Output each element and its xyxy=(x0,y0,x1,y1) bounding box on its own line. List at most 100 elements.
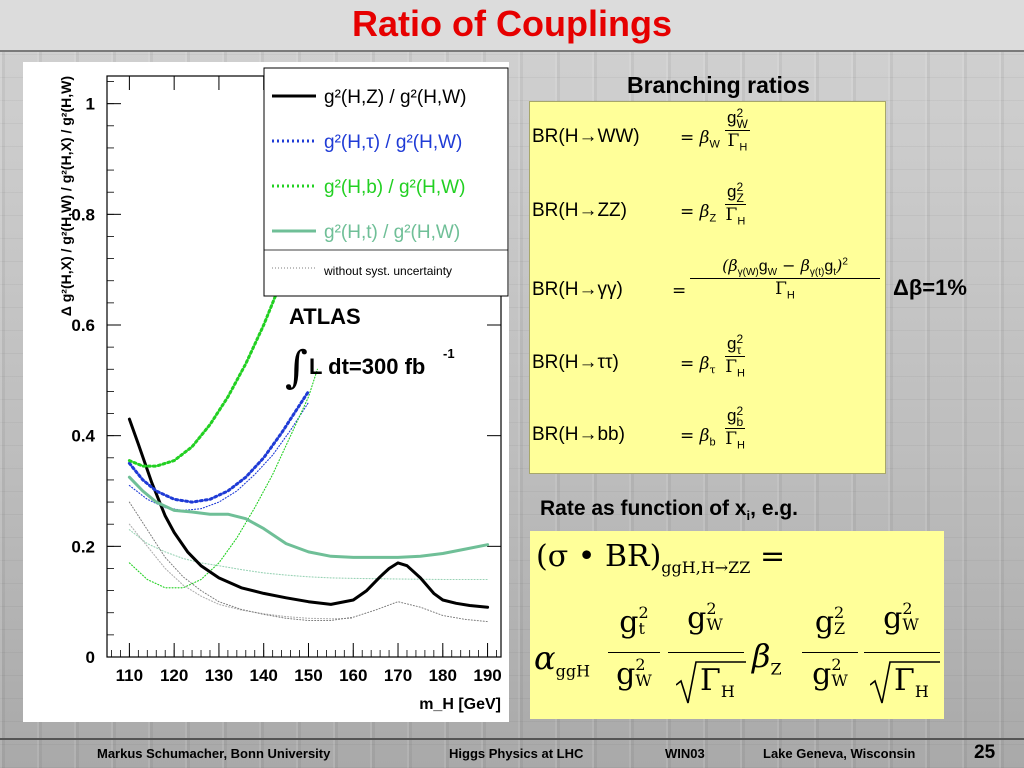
br-den-sub: H xyxy=(739,141,748,154)
rate-frac1-den: g2 W xyxy=(606,655,662,693)
br-num-g: g xyxy=(727,406,737,425)
rate-frac4-den: ΓH xyxy=(894,663,929,701)
legend-label: g²(H,b) / g²(H,W) xyxy=(324,177,465,198)
footer-event: WIN03 xyxy=(665,746,705,761)
x-tick-label: 140 xyxy=(250,666,278,685)
rate-frac4-bar xyxy=(864,652,940,653)
legend-box xyxy=(263,67,509,297)
x-tick-label: 160 xyxy=(339,666,367,685)
footer-topic: Higgs Physics at LHC xyxy=(449,746,584,761)
rate-frac1-num: g2 t xyxy=(606,603,662,641)
rate-frac2-den: ΓH xyxy=(700,663,735,701)
br-denominator: ΓH xyxy=(690,279,880,301)
x-tick-label: 110 xyxy=(116,666,143,685)
br-beta-sub: W xyxy=(709,138,720,151)
rate-frac3-bar xyxy=(802,652,858,653)
rate-sq: 2 xyxy=(831,655,842,674)
lumi-label: L dt=300 fb xyxy=(309,354,425,379)
rate-sub-t: t xyxy=(638,619,645,638)
br-num-g2-sub: t xyxy=(833,267,837,279)
br-numerator: g2 W xyxy=(725,107,750,131)
rate-sq: 2 xyxy=(635,655,646,674)
x-tick-label: 180 xyxy=(429,666,457,685)
rate-sqrt2-icon xyxy=(870,661,940,704)
br-num-sup: 2 xyxy=(842,256,848,268)
br-beta: β xyxy=(699,354,710,374)
br-lhs: BR(H→ττ) xyxy=(532,352,619,373)
y-tick-label: 0.8 xyxy=(71,205,95,224)
rate-sq: 2 xyxy=(902,599,913,618)
rate-frac2-bar xyxy=(668,652,744,653)
br-num-close: ) xyxy=(836,256,843,275)
br-numerator: g2 τ xyxy=(725,332,746,357)
y-tick-label: 0.6 xyxy=(71,316,95,335)
br-row-gammagamma: BR(H→γγ) = (βγ(W)gW − βγ(t)gt)2 ΓH xyxy=(530,256,885,337)
br-equals: = βZ xyxy=(680,202,717,225)
br-denominator: ΓH xyxy=(725,131,750,153)
br-equals: = xyxy=(672,281,687,301)
br-row-tautau: BR(H→ττ) = βτ g2 τ ΓH xyxy=(530,333,885,410)
no-syst-curve xyxy=(128,523,354,620)
footer-location: Lake Geneva, Wisconsin xyxy=(763,746,916,761)
lumi-exponent: -1 xyxy=(443,346,455,361)
br-den-gamma: Γ xyxy=(725,205,738,225)
br-lhs: BR(H→WW) xyxy=(532,126,640,147)
br-numerator: g2 b xyxy=(725,404,746,429)
br-num-sup: 2 xyxy=(736,332,744,346)
br-beta-sub: b xyxy=(709,436,716,449)
br-lhs: BR(H→ZZ) xyxy=(532,200,627,221)
y-tick-label: 1 xyxy=(86,95,95,114)
br-den-sub: H xyxy=(737,367,745,380)
legend-label: g²(H,Z) / g²(H,W) xyxy=(324,87,466,108)
rate-sub-w: W xyxy=(831,671,848,690)
rate-sub-w: W xyxy=(706,615,723,634)
br-num-sub1: γ(W) xyxy=(737,267,759,279)
br-den-gamma: Γ xyxy=(725,429,737,449)
br-num-g1: g xyxy=(758,258,768,275)
series-line-1 xyxy=(127,389,310,504)
y-tick-label: 0.4 xyxy=(71,427,95,446)
rate-alpha-symbol: α xyxy=(534,639,556,677)
br-num-g: g xyxy=(727,334,737,353)
br-row-ww: BR(H→WW) = βW g2 W ΓH xyxy=(530,107,885,182)
br-num-sub: τ xyxy=(736,343,742,357)
no-syst-curve xyxy=(128,529,489,581)
rate-g: g xyxy=(687,601,707,636)
rate-g: g xyxy=(814,605,835,640)
rate-gamma: Γ xyxy=(700,663,721,698)
rate-title-sub: i xyxy=(746,508,751,524)
br-beta-sub: τ xyxy=(709,363,716,377)
br-beta: β xyxy=(699,202,710,222)
x-axis-label: m_H [GeV] xyxy=(419,696,501,713)
rate-sub-z: Z xyxy=(834,619,846,638)
br-num-g1-sub: W xyxy=(767,267,778,279)
series-line-3 xyxy=(127,475,490,559)
br-equals: = βW xyxy=(680,128,720,151)
rate-gamma: Γ xyxy=(894,663,915,698)
branching-ratios-box: BR(H→WW) = βW g2 W ΓH BR(H→ZZ) = βZ g2 Z Γ… xyxy=(529,101,886,474)
x-tick-label: 170 xyxy=(384,666,412,685)
br-lhs: BR(H→γγ) xyxy=(532,279,623,300)
slide-title: Ratio of Couplings xyxy=(352,3,672,44)
legend-label: g²(H,τ) / g²(H,W) xyxy=(324,132,462,153)
br-den-sub: H xyxy=(737,215,746,228)
y-tick-label: 0.2 xyxy=(71,537,95,556)
atlas-label: ATLAS xyxy=(289,304,361,329)
rate-sub-h: H xyxy=(720,682,735,701)
coupling-ratio-plot: 110 120 130 140 150 160 170 180 190 0 0.2 0.4 0.6 0.8… xyxy=(23,62,509,722)
rate-title: Rate as function of xi, e.g. xyxy=(540,497,798,523)
br-numerator: (βγ(W)gW − βγ(t)gt)2 xyxy=(690,256,880,280)
br-denominator: ΓH xyxy=(725,205,746,227)
delta-beta-label: Δβ=1% xyxy=(893,275,967,300)
rate-frac3-num: g2 Z xyxy=(802,605,858,641)
br-num-sub: W xyxy=(736,117,748,131)
br-num-sup: 2 xyxy=(736,404,744,418)
branching-ratios-title: Branching ratios xyxy=(627,72,810,98)
rate-lhs: (σ • BR)ggH,H→ZZ = xyxy=(536,539,785,577)
br-num-sub2: γ(t) xyxy=(809,267,825,279)
rate-title-suffix: , e.g. xyxy=(750,497,799,520)
page-number: 25 xyxy=(974,742,996,763)
br-num-g: g xyxy=(727,182,737,201)
br-den-gamma: Γ xyxy=(725,357,737,377)
rate-sq: 2 xyxy=(638,603,649,622)
